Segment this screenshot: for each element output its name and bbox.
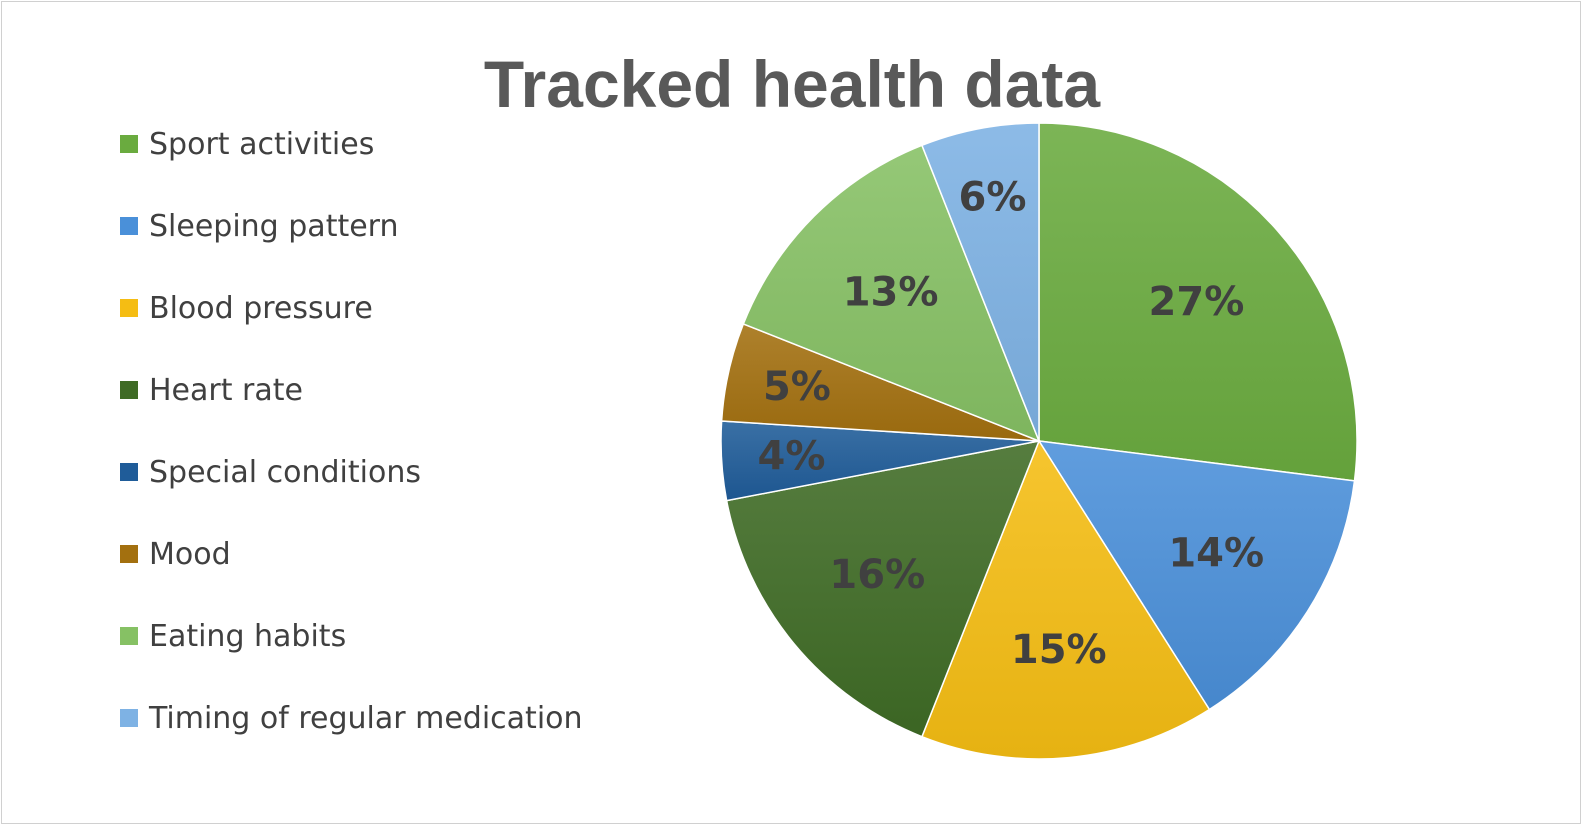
legend-item-blood-pressure: Blood pressure [120, 288, 600, 328]
legend-label: Sleeping pattern [149, 208, 399, 244]
legend-label: Timing of regular medication [149, 700, 583, 736]
legend-swatch [120, 627, 138, 645]
legend-item-timing-of-regular-medication: Timing of regular medication [120, 698, 600, 738]
legend-swatch [120, 299, 138, 317]
legend-label: Sport activities [149, 126, 375, 162]
pie-slice-blood-pressure [920, 439, 1211, 760]
data-label-timing-of-regular-medication: 6% [959, 174, 1027, 220]
legend-swatch [120, 463, 138, 481]
legend-item-eating-habits: Eating habits [120, 616, 600, 656]
legend-label: Heart rate [149, 372, 303, 408]
data-label-blood-pressure: 15% [1011, 627, 1107, 673]
data-label-mood: 5% [763, 364, 831, 410]
pie-slice-heart-rate [725, 440, 1041, 738]
legend-swatch [120, 381, 138, 399]
legend-item-sleeping-pattern: Sleeping pattern [120, 206, 600, 246]
legend-label: Eating habits [149, 618, 347, 654]
data-label-heart-rate: 16% [829, 552, 925, 598]
chart-title: Tracked health data [483, 47, 1101, 121]
data-label-special-conditions: 4% [757, 434, 825, 480]
data-label-eating-habits: 13% [843, 270, 939, 316]
legend-swatch [120, 217, 138, 235]
legend-label: Blood pressure [149, 290, 373, 326]
pie-slice-sleeping-pattern [1037, 440, 1356, 711]
legend-item-special-conditions: Special conditions [120, 452, 600, 492]
legend-item-sport-activities: Sport activities [120, 124, 600, 164]
data-label-sleeping-pattern: 14% [1168, 530, 1264, 576]
pie-slice-sport-activities [1038, 122, 1358, 482]
data-label-sport-activities: 27% [1149, 279, 1245, 325]
legend-label: Mood [149, 536, 231, 572]
pie-slice-eating-habits [742, 144, 1041, 443]
legend-item-mood: Mood [120, 534, 600, 574]
legend-swatch [120, 545, 138, 563]
legend-swatch [120, 135, 138, 153]
pie-slice-timing-of-regular-medication [920, 122, 1040, 442]
legend-item-heart-rate: Heart rate [120, 370, 600, 410]
legend-label: Special conditions [149, 454, 421, 490]
legend-swatch [120, 709, 138, 727]
